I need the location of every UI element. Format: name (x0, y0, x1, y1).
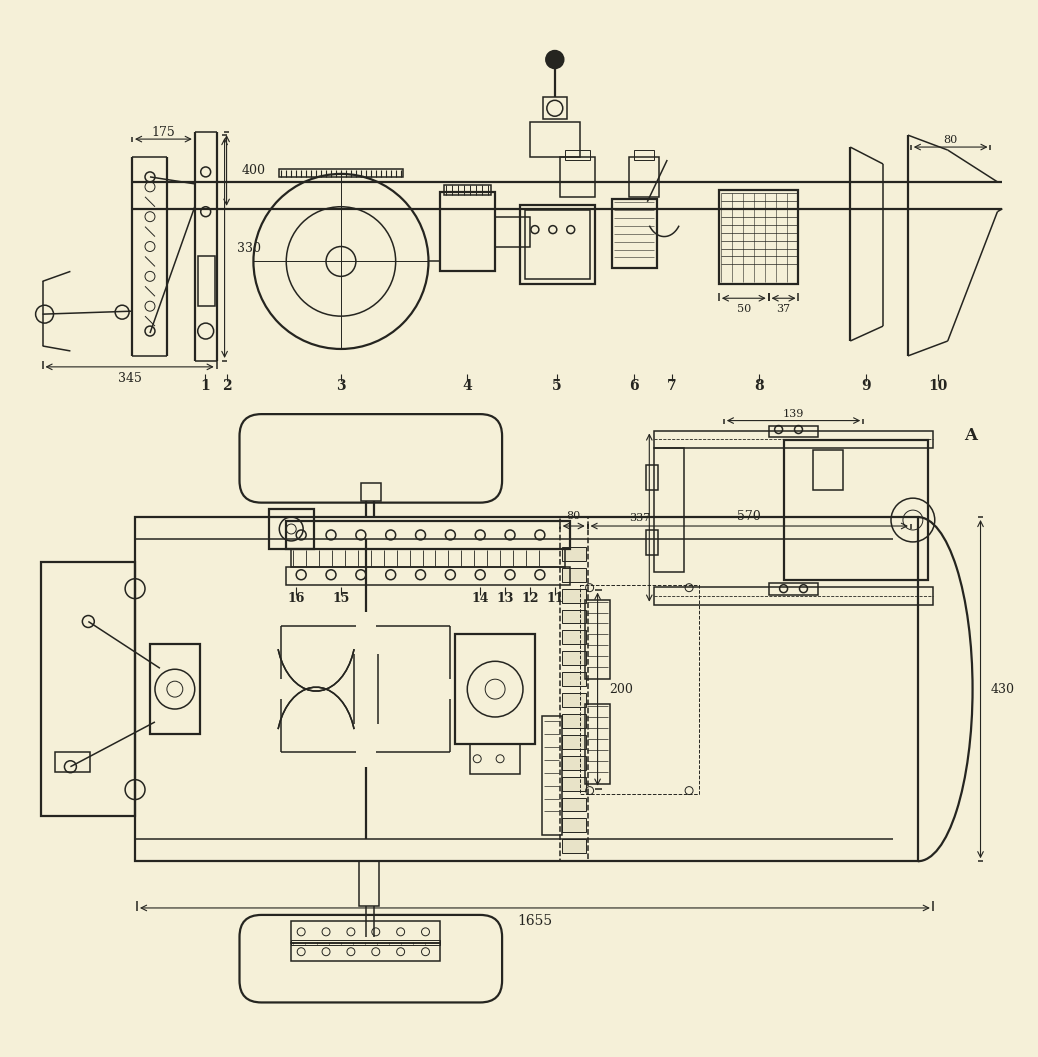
Bar (269, 509, 315, 549)
Bar (654, 448, 684, 572)
Bar (562, 735, 585, 748)
Text: 9: 9 (862, 378, 871, 393)
Bar (292, 921, 440, 943)
Bar (135, 517, 918, 861)
Bar (292, 943, 440, 961)
Bar (279, 169, 403, 177)
Bar (629, 157, 659, 197)
Text: A: A (964, 427, 977, 444)
Text: 5: 5 (552, 378, 562, 393)
Text: 200: 200 (609, 683, 633, 696)
Text: 330: 330 (237, 241, 261, 255)
Text: 337: 337 (629, 513, 650, 522)
Text: 8: 8 (754, 378, 764, 393)
Text: 16: 16 (288, 592, 305, 605)
Bar (562, 589, 585, 602)
Text: 80: 80 (567, 512, 581, 521)
Bar (562, 818, 585, 832)
Bar (530, 123, 579, 157)
Text: 14: 14 (471, 592, 489, 605)
Bar (562, 693, 585, 707)
Text: 6: 6 (630, 378, 639, 393)
Bar (562, 672, 585, 686)
Bar (784, 441, 928, 579)
Text: 175: 175 (152, 126, 175, 138)
Bar (579, 585, 699, 794)
Text: 10: 10 (928, 378, 948, 393)
Bar (562, 610, 585, 624)
Bar (562, 756, 585, 769)
Bar (286, 521, 570, 549)
Text: 7: 7 (667, 378, 677, 393)
Bar (562, 546, 585, 561)
Bar (647, 530, 658, 555)
Bar (292, 940, 440, 945)
Bar (584, 599, 609, 680)
Bar (520, 205, 595, 284)
Bar (292, 549, 565, 567)
Bar (495, 217, 530, 246)
Bar (444, 185, 491, 194)
Text: 3: 3 (336, 378, 346, 393)
Bar (559, 157, 595, 197)
Text: 400: 400 (242, 164, 266, 177)
Text: 570: 570 (737, 509, 761, 522)
Bar (562, 568, 585, 581)
Bar (634, 150, 654, 160)
Bar (456, 634, 535, 744)
Bar (562, 651, 585, 665)
Text: 345: 345 (117, 372, 141, 386)
Bar (149, 645, 199, 734)
Bar (40, 562, 135, 816)
Text: 1655: 1655 (517, 914, 552, 928)
Bar (612, 199, 657, 268)
Bar (654, 587, 933, 605)
Text: 80: 80 (944, 135, 958, 145)
Bar (565, 150, 590, 160)
Bar (559, 517, 588, 861)
Bar (470, 744, 520, 774)
Bar (562, 777, 585, 791)
Bar (769, 582, 818, 595)
Bar (361, 483, 381, 501)
Bar (543, 97, 567, 119)
Bar (55, 752, 90, 772)
Bar (719, 190, 798, 284)
Text: 139: 139 (783, 409, 804, 419)
Text: 13: 13 (496, 592, 514, 605)
Bar (197, 257, 215, 307)
Bar (562, 798, 585, 812)
Text: 4: 4 (462, 378, 472, 393)
Bar (562, 839, 585, 853)
Text: 11: 11 (546, 592, 564, 605)
Text: 50: 50 (737, 304, 750, 314)
Text: 2: 2 (222, 378, 231, 393)
Bar (562, 713, 585, 728)
Text: 15: 15 (332, 592, 350, 605)
Circle shape (546, 51, 564, 69)
Bar (769, 426, 818, 438)
Bar (359, 861, 379, 906)
Bar (584, 704, 609, 783)
Bar (542, 716, 562, 835)
Bar (440, 191, 495, 272)
Text: 12: 12 (521, 592, 539, 605)
Text: 37: 37 (776, 304, 791, 314)
Bar (562, 630, 585, 645)
Text: 430: 430 (990, 683, 1014, 696)
Bar (654, 430, 933, 448)
Text: 1: 1 (200, 378, 210, 393)
Bar (814, 450, 843, 490)
Bar (525, 209, 590, 279)
Bar (647, 465, 658, 490)
Bar (286, 567, 570, 585)
